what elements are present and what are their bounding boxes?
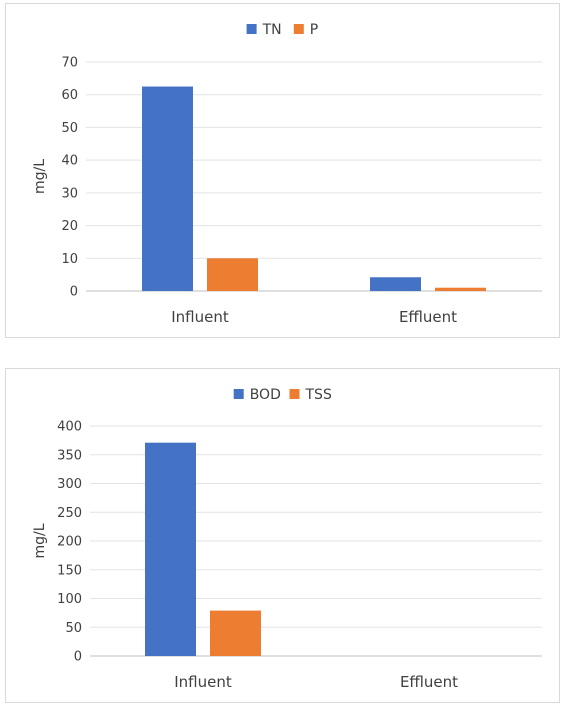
- x-category-label: Influent: [174, 673, 232, 691]
- y-tick-label: 150: [57, 563, 82, 578]
- y-tick-label: 50: [61, 121, 78, 136]
- y-axis-label: mg/L: [32, 159, 48, 194]
- legend-label-tn: TN: [262, 22, 282, 38]
- legend-swatch-tss: [289, 389, 300, 399]
- chart-panel-solids: 0 50 100 150 200 250 300 350 400 mg/L Influent Effl…: [5, 368, 560, 703]
- chart-nutrients: 0 10 20 30 40 50 60 70 mg/L Influent Effluent TN P: [32, 22, 542, 326]
- y-tick-label: 40: [61, 154, 78, 169]
- y-tick-label: 20: [61, 219, 78, 234]
- bar-bod-influent: [145, 442, 196, 656]
- chart-solids: 0 50 100 150 200 250 300 350 400 mg/L Influent Effl…: [32, 387, 542, 691]
- y-tick-label: 60: [61, 88, 78, 103]
- legend-swatch-tn: [246, 24, 257, 34]
- x-category-label: Effluent: [399, 308, 457, 326]
- y-tick-label: 10: [61, 252, 78, 267]
- y-tick-label: 250: [57, 506, 82, 521]
- bar-p-influent: [207, 258, 258, 291]
- y-tick-label: 300: [57, 477, 82, 492]
- legend-swatch-p: [293, 24, 304, 34]
- bar-tn-effluent: [370, 277, 421, 291]
- y-axis-label: mg/L: [32, 523, 48, 558]
- y-tick-label: 0: [74, 650, 82, 665]
- legend-label-bod: BOD: [250, 387, 281, 403]
- y-tick-label: 100: [57, 592, 82, 607]
- bar-tn-influent: [142, 86, 193, 292]
- bar-tss-influent: [210, 610, 261, 656]
- legend: TN P: [246, 22, 318, 38]
- y-tick-label: 0: [70, 285, 78, 300]
- y-tick-label: 50: [65, 621, 82, 636]
- legend: BOD TSS: [233, 387, 332, 403]
- chart-panel-nutrients: 0 10 20 30 40 50 60 70 mg/L Influent Effluent TN P: [5, 3, 560, 338]
- y-tick-label: 200: [57, 535, 82, 550]
- y-tick-label: 400: [57, 420, 82, 435]
- y-tick-label: 350: [57, 448, 82, 463]
- legend-swatch-bod: [233, 389, 244, 399]
- y-tick-label: 30: [61, 186, 78, 201]
- legend-label-p: P: [310, 22, 318, 38]
- x-category-label: Influent: [171, 308, 229, 326]
- bar-p-effluent: [435, 287, 486, 291]
- y-tick-label: 70: [61, 56, 78, 71]
- x-category-label: Effluent: [400, 673, 458, 691]
- legend-label-tss: TSS: [305, 387, 332, 403]
